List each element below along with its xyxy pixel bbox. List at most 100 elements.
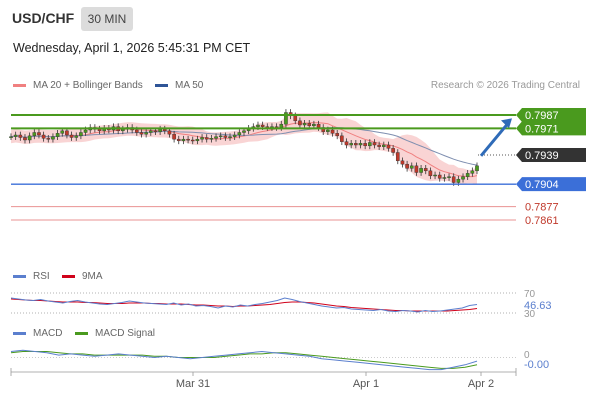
- legend-swatch: [13, 84, 26, 87]
- candle-body: [55, 133, 60, 137]
- candle-body: [316, 123, 321, 128]
- legend-swatch: [75, 332, 88, 335]
- candle-body: [41, 134, 46, 139]
- pair-title: USD/CHF: [12, 10, 75, 26]
- forecast-arrowhead: [501, 118, 512, 129]
- candle-body: [237, 132, 242, 136]
- candle-body: [121, 128, 125, 132]
- candle-body: [32, 132, 37, 137]
- legend-macd-signal: MACD Signal: [75, 328, 155, 339]
- candle-body: [148, 130, 153, 133]
- candle-body: [218, 135, 223, 138]
- macd-value-label: -0.00: [524, 359, 549, 371]
- level-label-current: 0.7939: [525, 150, 559, 162]
- candle-body: [298, 120, 302, 126]
- candle-body: [368, 142, 372, 147]
- candle-body: [204, 137, 209, 140]
- candle-body: [223, 135, 228, 138]
- candle-body: [428, 170, 433, 177]
- legend-macd-label: MACD: [33, 328, 63, 339]
- candle-body: [302, 123, 307, 126]
- candle-body: [9, 136, 13, 138]
- legend-ma50: MA 50: [155, 80, 203, 91]
- level-label-resistance: 0.7971: [525, 123, 559, 135]
- timeframe-button[interactable]: 30 MIN: [81, 7, 133, 31]
- candle-body: [405, 163, 409, 169]
- credit-text: Research © 2026 Trading Central: [430, 80, 580, 91]
- candle-body: [153, 130, 158, 133]
- legend-rsi: RSI: [13, 271, 50, 282]
- candle-body: [377, 144, 381, 147]
- candle-body: [451, 176, 456, 183]
- legend-swatch: [13, 275, 26, 278]
- candle-body: [60, 130, 65, 134]
- candle-body: [400, 160, 405, 165]
- candle-body: [423, 168, 428, 172]
- candle-body: [27, 135, 32, 141]
- ma20-line: [10, 122, 478, 178]
- candle-body: [344, 141, 349, 146]
- candle-body: [13, 134, 18, 137]
- x-axis-label: Mar 31: [176, 378, 210, 390]
- level-tag: [516, 121, 586, 136]
- level-tag: [516, 148, 586, 162]
- legend-rsi-label: RSI: [33, 271, 50, 282]
- candle-body: [79, 132, 83, 137]
- legend-9ma-label: 9MA: [82, 271, 103, 282]
- x-axis-label: Apr 2: [468, 378, 494, 390]
- candle-body: [358, 143, 363, 146]
- level-label-support: 0.7877: [525, 202, 559, 214]
- candle-body: [242, 130, 246, 133]
- candle-body: [51, 136, 55, 140]
- candle-body: [475, 165, 479, 172]
- candle-body: [372, 142, 377, 146]
- candle-body: [74, 135, 79, 138]
- candle-body: [293, 115, 298, 122]
- x-axis-label: Apr 1: [353, 378, 379, 390]
- macd-line: [10, 349, 478, 371]
- candle-body: [256, 124, 260, 127]
- candle-body: [260, 124, 265, 127]
- candle-body: [465, 173, 470, 177]
- candle-body: [279, 123, 284, 128]
- candle-body: [335, 133, 340, 137]
- candle-body: [391, 148, 395, 153]
- candle-body: [214, 136, 218, 139]
- legend-swatch: [155, 84, 168, 87]
- level-label-pivot: 0.7904: [525, 179, 559, 191]
- legend-macd-signal-label: MACD Signal: [95, 328, 156, 339]
- candle-body: [326, 129, 330, 132]
- candle-body: [447, 176, 451, 178]
- candle-body: [181, 138, 186, 142]
- candle-body: [46, 138, 51, 140]
- rsi-tick-label: 30: [524, 309, 536, 320]
- candle-body: [209, 138, 214, 140]
- candle-body: [200, 137, 204, 140]
- candle-body: [363, 143, 367, 147]
- level-tag: [516, 108, 586, 122]
- candle-body: [409, 165, 414, 169]
- candle-body: [65, 130, 69, 136]
- candle-body: [228, 136, 232, 138]
- candle-body: [461, 176, 465, 180]
- candle-body: [307, 123, 312, 127]
- candle-body: [144, 132, 148, 135]
- legend-swatch: [13, 332, 26, 335]
- candle-body: [135, 129, 139, 133]
- chart-datetime: Wednesday, April 1, 2026 5:45:31 PM CET: [13, 41, 251, 55]
- candle-body: [437, 174, 442, 179]
- legend-macd: MACD: [13, 328, 62, 339]
- candle-body: [18, 134, 23, 138]
- candle-body: [69, 134, 74, 138]
- candle-body: [195, 138, 200, 142]
- rsi-value-label: 46.63: [524, 300, 552, 312]
- macd-tick-label: 0: [524, 350, 530, 361]
- macd-signal-line: [10, 351, 478, 369]
- candle-body: [158, 128, 162, 132]
- candle-body: [349, 143, 353, 146]
- candle-body: [419, 168, 423, 173]
- candle-body: [354, 143, 358, 146]
- candle-body: [167, 130, 172, 135]
- forecast-arrow: [479, 122, 510, 157]
